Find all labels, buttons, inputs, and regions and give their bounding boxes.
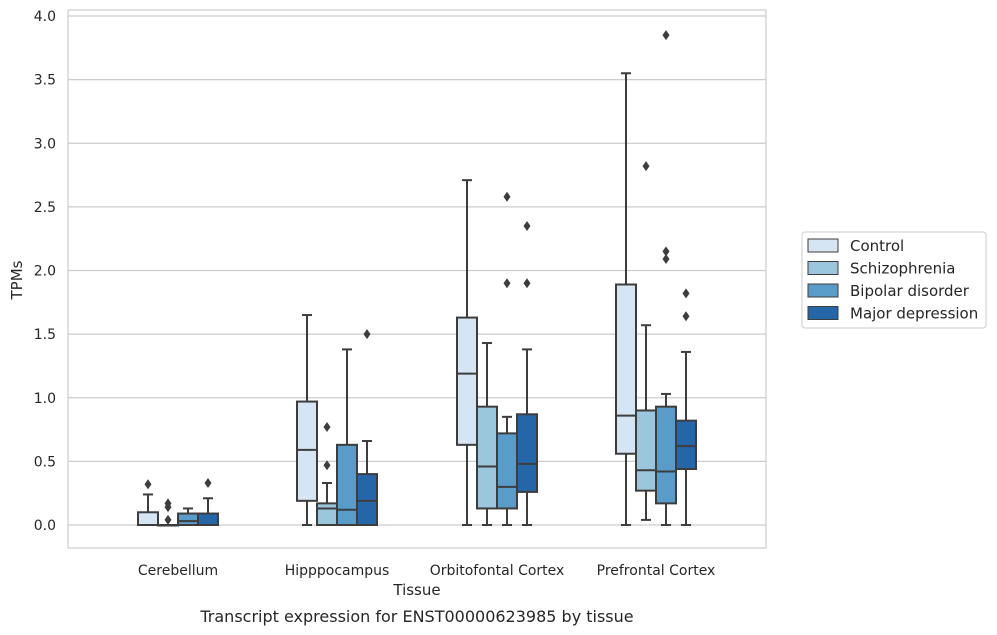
legend-entries: Control Schizophrenia Bipolar disorder Majo…: [807, 237, 978, 323]
outlier-point: [363, 329, 371, 340]
outlier-point: [682, 288, 690, 299]
legend-label: Major depression: [850, 305, 978, 323]
box-iqr: [296, 400, 318, 502]
box-groups: [137, 30, 697, 527]
x-tick-label: Cerebellum: [138, 563, 218, 579]
legend-label: Bipolar disorder: [850, 282, 970, 300]
x-tick-labels: Cerebellum Hipppocampus Orbitofontal Corte…: [138, 563, 715, 579]
legend-frame: [801, 231, 987, 329]
box-iqr: [655, 405, 677, 505]
box: [655, 30, 677, 526]
box-iqr: [615, 283, 637, 455]
box: [615, 72, 637, 526]
box: [197, 478, 219, 526]
x-tick-label: Orbitofontal Cortex: [430, 563, 565, 579]
outlier-point: [682, 311, 690, 322]
outlier-point: [523, 220, 531, 231]
y-tick-label: 2.5: [34, 200, 56, 216]
box: [137, 479, 159, 527]
outlier-point: [642, 161, 650, 172]
y-tick-label: 1.0: [34, 391, 56, 407]
box-iqr: [316, 502, 338, 526]
box-iqr: [476, 405, 498, 510]
box-iqr: [456, 316, 478, 446]
gridlines: [68, 15, 766, 526]
box-iqr: [336, 443, 358, 526]
outlier-point: [144, 479, 152, 490]
x-axis-label: Tissue: [392, 581, 440, 599]
y-tick-label: 0.5: [34, 454, 56, 470]
box: [316, 422, 338, 526]
box: [356, 329, 378, 527]
outlier-point: [323, 422, 331, 433]
box-iqr: [137, 511, 159, 527]
legend: Control Schizophrenia Bipolar disorder Majo…: [801, 231, 987, 329]
outlier-point: [503, 191, 511, 202]
outlier-point: [662, 254, 670, 265]
legend-label: Schizophrenia: [850, 260, 955, 278]
outlier-point: [523, 278, 531, 289]
outlier-point: [503, 278, 511, 289]
box: [336, 348, 358, 526]
outlier-point: [164, 514, 172, 525]
box: [476, 342, 498, 526]
legend-swatch: [807, 238, 839, 253]
box: [456, 179, 478, 526]
box: [496, 191, 518, 526]
box-iqr: [675, 419, 697, 471]
figure-caption: Transcript expression for ENST0000062398…: [199, 607, 633, 626]
box-iqr: [177, 512, 199, 526]
outlier-point: [662, 246, 670, 257]
x-tick-label: Hipppocampus: [285, 563, 390, 579]
box: [157, 498, 179, 527]
y-tick-labels: 0.0 0.5 1.0 1.5 2.0 2.5 3.0 3.5 4.0: [34, 9, 56, 534]
box: [675, 288, 697, 526]
box-iqr: [356, 473, 378, 527]
x-tick-label: Prefrontal Cortex: [597, 563, 716, 579]
box-iqr: [496, 432, 518, 510]
box: [296, 314, 318, 526]
y-tick-label: 0.0: [34, 518, 56, 534]
legend-swatch: [807, 261, 839, 275]
box: [516, 220, 538, 526]
box: [635, 161, 657, 521]
y-tick-label: 3.5: [34, 73, 56, 89]
y-tick-label: 2.0: [34, 264, 56, 280]
legend-label: Control: [850, 237, 904, 255]
outlier-point: [662, 30, 670, 41]
outlier-point: [323, 460, 331, 471]
outlier-point: [204, 478, 212, 489]
box-iqr: [516, 413, 538, 493]
legend-swatch: [807, 283, 839, 298]
box-iqr: [197, 512, 219, 526]
y-tick-label: 1.5: [34, 327, 56, 343]
box-iqr: [635, 409, 657, 492]
y-axis-label: TPMs: [8, 260, 26, 300]
legend-swatch: [807, 306, 839, 320]
plot-area-frame: [67, 9, 767, 549]
y-tick-label: 3.0: [34, 136, 56, 152]
y-tick-label: 4.0: [34, 9, 56, 25]
outlier-point: [164, 498, 172, 509]
box: [177, 507, 199, 526]
